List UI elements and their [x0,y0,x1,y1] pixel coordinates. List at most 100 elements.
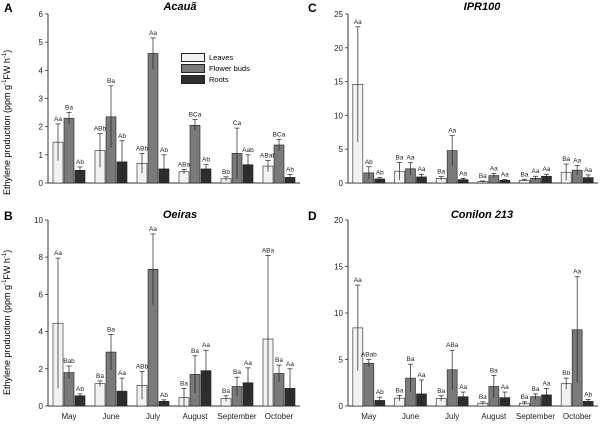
legend-swatch-flower-buds [181,64,205,73]
data-label-a-2-3: Ab [202,157,210,164]
data-label-a-1-4: Ca [233,120,242,127]
data-label-b-2-5: Aa [286,361,294,368]
legend-item-leaves: Leaves [181,52,250,63]
data-label-c-1-3: Aa [490,166,498,173]
legend-label-leaves: Leaves [209,53,234,62]
y-tick-label-c-2: 10 [334,111,343,120]
data-label-b-1-5: Ba [275,357,283,364]
data-label-c-0-4: Ba [521,172,529,179]
legend-swatch-roots [181,75,205,84]
y-tick-label-b-0: 0 [39,402,44,411]
data-label-c-2-5: Aa [584,167,592,174]
data-label-c-0-3: Ba [479,173,487,180]
data-label-a-1-2: Aa [149,30,157,37]
y-tick-label-d-3: 15 [334,263,343,272]
legend-item-flower-buds: Flower buds [181,63,250,74]
x-tick-label-d-0: May [361,412,376,421]
data-label-a-0-0: Aa [54,116,62,123]
data-label-c-2-0: Ab [376,170,384,177]
data-label-b-0-4: Ba [222,388,230,395]
y-tick-label-a-0: 0 [39,179,44,188]
data-label-b-1-0: Bab [63,358,75,365]
data-label-b-2-2: Ab [160,392,168,399]
y-tick-label-b-1: 2 [39,365,44,374]
y-tick-label-c-1: 5 [339,145,344,154]
legend-item-roots: Roots [181,74,250,85]
bar-a-1-2 [147,53,159,184]
data-label-a-2-1: Ab [118,133,126,140]
data-label-c-1-0: Ab [365,159,373,166]
y-tick-label-d-0: 0 [339,402,344,411]
y-tick-label-a-4: 4 [39,66,44,75]
bar-a-1-0 [63,117,75,184]
data-label-a-0-5: ABab [260,152,276,159]
data-label-a-1-5: BCa [273,131,286,138]
data-label-c-0-2: Ba [437,169,445,176]
data-label-c-1-2: Aa [448,128,456,135]
data-label-b-0-2: ABb [136,364,149,371]
data-label-d-1-0: ABab [361,352,377,359]
data-label-b-2-4: Aa [244,360,252,367]
data-label-c-0-0: Aa [354,19,362,26]
x-tick-label-d-4: September [516,412,555,421]
data-label-d-1-4: Ba [532,386,540,393]
y-tick-label-c-4: 20 [334,44,343,53]
data-label-a-1-0: Ba [65,105,73,112]
y-tick-label-a-5: 5 [39,38,44,47]
y-tick-label-a-3: 3 [39,95,44,104]
data-label-a-2-2: Ab [160,147,168,154]
panel-letter-d: D [308,209,317,223]
legend-label-roots: Roots [209,75,229,84]
data-label-d-2-1: Aa [418,372,426,379]
data-label-d-1-3: Ba [490,367,498,374]
x-tick-label-b-4: September [217,412,256,421]
y-tick-label-c-3: 15 [334,78,343,87]
bar-b-0-1 [94,383,106,407]
data-label-d-2-4: Aa [543,380,551,387]
legend-swatch-leaves [181,53,205,62]
data-label-a-1-1: Ba [107,78,115,85]
data-label-b-1-3: Ba [191,348,199,355]
data-label-a-2-5: Ab [286,167,294,174]
y-tick-label-c-5: 25 [334,10,343,19]
x-tick-label-d-2: July [445,412,459,421]
data-label-b-0-1: Ba [96,373,104,380]
y-tick-label-d-4: 20 [334,216,343,225]
y-tick-label-d-1: 5 [339,356,344,365]
y-tick-label-a-6: 6 [39,10,44,19]
data-label-b-2-3: Aa [202,342,210,349]
data-label-d-0-2: Ba [437,388,445,395]
panel-letter-b: B [4,209,13,223]
x-tick-label-b-3: August [183,412,209,421]
data-label-a-1-3: BCa [189,112,202,119]
data-label-d-1-5: Aa [573,269,581,276]
x-tick-label-b-2: July [146,412,160,421]
data-label-a-2-0: Ab [76,159,84,166]
data-label-d-0-5: Bb [562,370,570,377]
x-tick-label-b-0: May [61,412,76,421]
panel-title-a: Acauã [163,1,197,13]
data-label-b-1-4: Ba [233,369,241,376]
x-tick-label-d-5: October [563,412,592,421]
data-label-d-2-3: Aa [501,384,509,391]
data-label-b-2-1: Aa [118,370,126,377]
data-label-d-0-1: Ba [396,387,404,394]
bar-a-1-5 [273,144,285,184]
y-tick-label-d-2: 10 [334,309,343,318]
data-label-a-0-2: ABb [136,145,149,152]
data-label-c-1-1: Aa [407,155,415,162]
data-label-b-0-5: ABa [262,247,275,254]
data-label-c-0-1: Ba [396,154,404,161]
x-tick-label-b-1: June [102,412,120,421]
data-label-d-2-0: Ab [376,389,384,396]
panel-letter-c: C [308,1,317,15]
y-tick-label-b-3: 6 [39,290,44,299]
data-label-d-0-4: Ba [521,394,529,401]
panel-letter-a: A [4,1,13,15]
data-label-d-0-0: Aa [354,277,362,284]
data-label-b-1-1: Ba [107,326,115,333]
data-label-c-0-5: Ba [562,156,570,163]
data-label-c-1-4: Aa [532,168,540,175]
y-axis-label-bottom: Ethylene production (ppm g-1FW h-1) [2,249,12,395]
panel-title-b: Oeiras [162,209,198,221]
